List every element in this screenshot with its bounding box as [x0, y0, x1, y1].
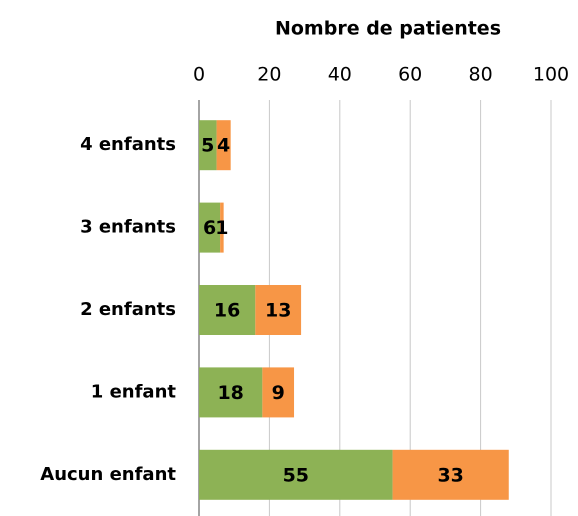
- data-label: 16: [214, 300, 240, 322]
- x-tick-label: 100: [533, 64, 569, 86]
- x-tick-label: 0: [193, 64, 205, 86]
- y-tick-label: 4 enfants: [80, 134, 176, 155]
- x-tick-label: 60: [398, 64, 422, 86]
- data-label: 55: [283, 464, 309, 486]
- bar-segment: [199, 202, 221, 253]
- data-label: 1: [215, 217, 228, 239]
- bar-segment: [255, 285, 302, 335]
- y-tick-label: 3 enfants: [80, 217, 176, 238]
- bar-segment: [199, 367, 263, 418]
- x-tick-label: 40: [328, 64, 352, 86]
- bar-segment: [199, 285, 256, 335]
- y-tick-label: 1 enfant: [91, 381, 177, 402]
- data-label: 33: [437, 464, 463, 486]
- bar-segment: [199, 449, 393, 500]
- bar-segment: [262, 367, 295, 418]
- data-label: 9: [272, 382, 285, 404]
- data-label: 13: [265, 300, 291, 322]
- x-tick-label: 80: [469, 64, 493, 86]
- bar-segment: [216, 120, 231, 171]
- data-label: 18: [217, 382, 243, 404]
- axis-title: Nombre de patientes: [275, 18, 501, 40]
- bar-segment: [199, 120, 217, 171]
- y-tick-label: 2 enfants: [80, 299, 176, 320]
- data-label: 6: [203, 217, 216, 239]
- x-tick-label: 20: [257, 64, 281, 86]
- y-tick-label: Aucun enfant: [40, 464, 176, 485]
- bar-segment: [220, 202, 224, 253]
- bar-segment: [392, 449, 509, 500]
- data-label: 4: [217, 135, 230, 157]
- data-label: 5: [201, 135, 214, 157]
